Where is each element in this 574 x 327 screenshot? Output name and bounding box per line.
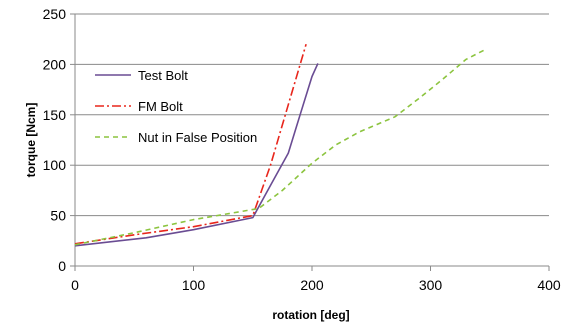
series-line-2: [74, 43, 307, 245]
y-tick-label-150: 150: [43, 107, 67, 123]
series-line-3: [74, 49, 485, 246]
legend-label-1: Test Bolt: [138, 68, 188, 83]
gridlines: [75, 13, 549, 217]
y-tick-label-250: 250: [43, 6, 67, 22]
x-axis-title: rotation [deg]: [272, 308, 349, 322]
legend: Test Bolt FM Bolt Nut in False Position: [95, 68, 257, 145]
y-tick-label-100: 100: [43, 157, 67, 173]
y-tick-labels: 0 50 100 150 200 250: [43, 6, 67, 274]
plot-border: [70, 13, 550, 271]
y-tick-label-50: 50: [50, 208, 66, 224]
series-line-1: [74, 63, 319, 247]
legend-label-3: Nut in False Position: [138, 130, 257, 145]
x-tick-label-200: 200: [300, 277, 324, 293]
y-axis-title: torque [Ncm]: [24, 103, 38, 178]
x-tick-labels: 0 100 200 300 400: [71, 277, 561, 293]
legend-label-2: FM Bolt: [138, 99, 183, 114]
y-tick-label-0: 0: [58, 258, 66, 274]
series-lines: [74, 43, 485, 247]
x-tick-label-0: 0: [71, 277, 79, 293]
x-tick-label-400: 400: [537, 277, 561, 293]
x-tick-label-300: 300: [419, 277, 443, 293]
y-tick-label-200: 200: [43, 56, 67, 72]
x-tick-label-100: 100: [182, 277, 206, 293]
